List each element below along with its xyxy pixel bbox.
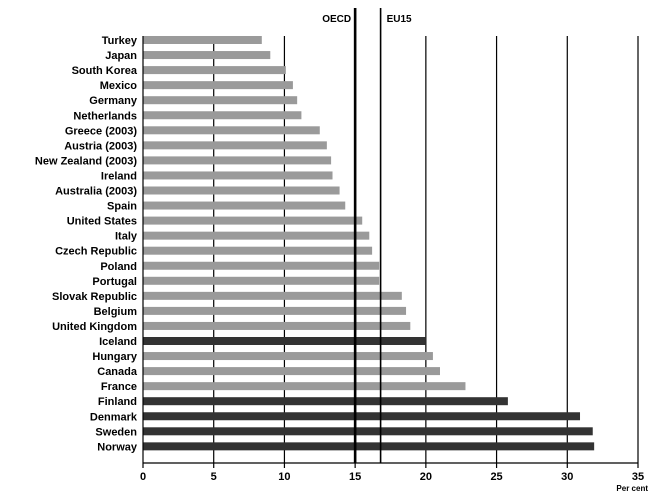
category-label-iceland: Iceland <box>99 336 137 348</box>
category-label-italy: Italy <box>115 231 138 243</box>
bar-hungary <box>143 352 433 361</box>
category-label-turkey: Turkey <box>102 35 138 47</box>
bar-mexico <box>143 81 293 90</box>
x-tick-label-0: 0 <box>140 471 146 483</box>
x-tick-label-25: 25 <box>490 471 502 483</box>
bar-turkey <box>143 36 262 44</box>
category-label-finland: Finland <box>98 396 137 408</box>
bar-netherlands <box>143 111 302 120</box>
bars <box>143 36 595 451</box>
category-label-mexico: Mexico <box>100 80 138 92</box>
category-label-sweden: Sweden <box>95 426 137 438</box>
bar-new-zealand-2003 <box>143 156 332 165</box>
bar-united-kingdom <box>143 321 411 330</box>
category-label-poland: Poland <box>100 261 137 273</box>
x-tick-label-5: 5 <box>211 471 217 483</box>
bar-austria-2003 <box>143 141 327 150</box>
category-label-denmark: Denmark <box>90 411 138 423</box>
bar-norway <box>143 442 595 451</box>
category-labels: Turkey Japan South Korea Mexico Germany Nethe… <box>35 35 138 453</box>
bar-slovak-republic <box>143 291 402 300</box>
bar-iceland <box>143 337 426 345</box>
category-label-ireland: Ireland <box>101 170 137 182</box>
bar-france <box>143 382 466 391</box>
category-label-portugal: Portugal <box>92 276 137 288</box>
x-tick-label-30: 30 <box>561 471 573 483</box>
bar-belgium <box>143 306 407 315</box>
bar-japan <box>143 51 271 60</box>
category-label-norway: Norway <box>97 441 138 453</box>
category-label-australia-2003: Australia (2003) <box>55 186 137 198</box>
category-label-greece-2003: Greece (2003) <box>65 125 137 137</box>
bar-czech-republic <box>143 246 373 255</box>
reference-lines: OECD EU15 <box>322 8 412 463</box>
bar-portugal <box>143 276 380 285</box>
category-label-netherlands: Netherlands <box>73 110 137 122</box>
category-label-germany: Germany <box>89 95 138 107</box>
category-label-czech-republic: Czech Republic <box>55 246 137 258</box>
category-label-austria-2003: Austria (2003) <box>64 140 137 152</box>
bar-south-korea <box>143 66 286 75</box>
bar-canada <box>143 367 440 376</box>
category-label-united-kingdom: United Kingdom <box>52 321 137 333</box>
bar-australia-2003 <box>143 186 340 195</box>
bar-germany <box>143 96 298 105</box>
reference-label-eu15: EU15 <box>387 14 412 25</box>
bar-denmark <box>143 412 581 421</box>
category-label-spain: Spain <box>107 201 137 213</box>
x-axis-ticks: 0 5 10 15 20 25 30 35 <box>140 463 644 483</box>
bar-spain <box>143 201 346 210</box>
x-tick-label-15: 15 <box>349 471 361 483</box>
category-label-south-korea: South Korea <box>72 65 138 77</box>
x-axis-title: Per cent <box>616 484 648 493</box>
bar-poland <box>143 261 380 270</box>
x-tick-label-10: 10 <box>278 471 290 483</box>
reference-label-oecd: OECD <box>322 14 351 25</box>
category-label-canada: Canada <box>97 366 138 378</box>
bar-greece-2003 <box>143 126 320 135</box>
bar-ireland <box>143 171 333 180</box>
x-tick-label-35: 35 <box>632 471 644 483</box>
bar-sweden <box>143 427 593 436</box>
category-label-hungary: Hungary <box>92 351 138 363</box>
category-label-new-zealand-2003: New Zealand (2003) <box>35 155 137 167</box>
x-tick-label-20: 20 <box>420 471 432 483</box>
bar-united-states <box>143 216 363 225</box>
bar-finland <box>143 397 508 406</box>
category-label-france: France <box>101 381 137 393</box>
category-label-united-states: United States <box>67 216 137 228</box>
category-label-slovak-republic: Slovak Republic <box>52 291 137 303</box>
category-label-belgium: Belgium <box>94 306 138 318</box>
category-label-japan: Japan <box>105 50 137 62</box>
bar-italy <box>143 231 370 240</box>
